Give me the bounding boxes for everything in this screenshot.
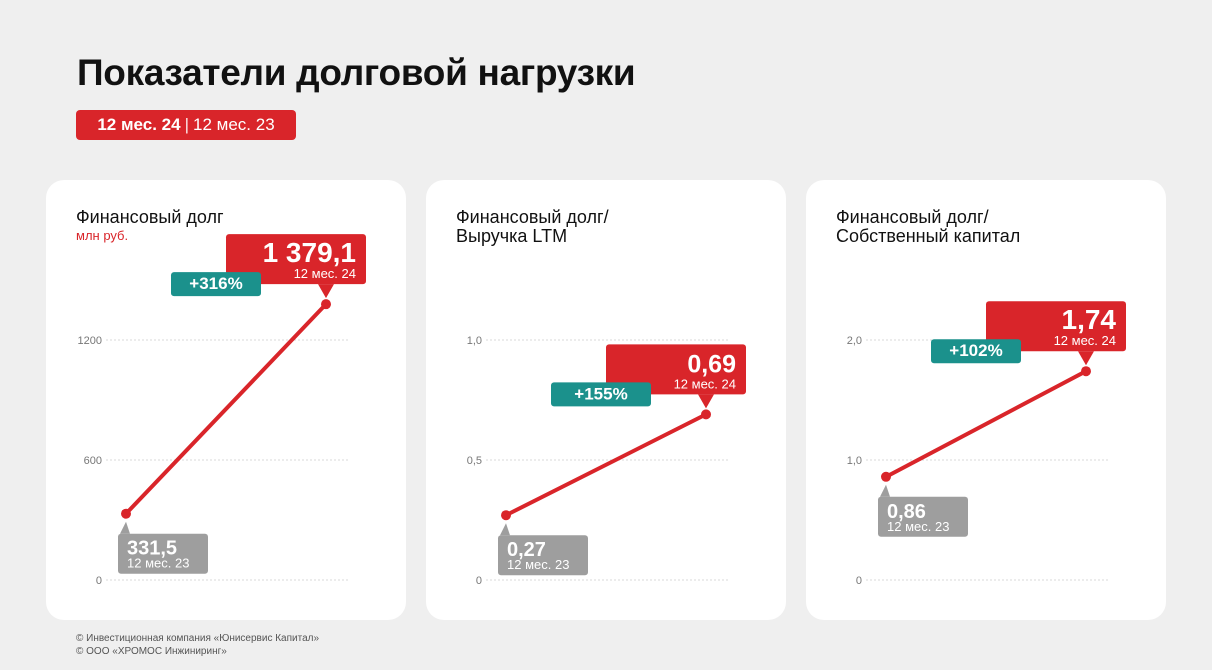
card-unit: млн руб.: [76, 228, 129, 243]
callout-pointer: [1078, 351, 1094, 366]
previous-value-box: [498, 535, 588, 576]
y-tick-label: 1200: [78, 335, 102, 347]
growth-badge: [551, 382, 651, 407]
previous-value-box: [118, 533, 208, 574]
card-title: Финансовый долг: [76, 208, 224, 227]
chart-card-debt-revenue: Финансовый долг/ Выручка LTM 0 0,5 1,0 0,27…: [426, 180, 786, 620]
y-tick-label: 1,0: [847, 455, 862, 467]
chart-debt: 0 600 1200 331,512 мес. 23 1 379,112 мес. 24…: [78, 234, 366, 587]
y-tick-label: 0: [476, 575, 482, 587]
card-title-line: Собственный капитал: [836, 226, 1021, 246]
callout-pointer: [880, 484, 890, 497]
card-title-line: Финансовый долг/: [836, 207, 989, 227]
footer-line: © ООО «ХРОМОС Инжиниринг»: [76, 646, 227, 657]
data-point-previous: [121, 508, 131, 519]
page-title: Показатели долговой нагрузки: [77, 52, 636, 93]
callout-pointer: [318, 284, 334, 299]
data-point-current: [321, 299, 331, 310]
current-value-box: [226, 234, 366, 285]
growth-label: +102%: [949, 341, 1002, 360]
card-title: Финансовый долг/ Выручка LTM: [456, 208, 609, 246]
callout-pointer: [500, 523, 510, 536]
footer-line: © Инвестиционная компания «Юнисервис Кап…: [76, 633, 320, 644]
period-previous: 12 мес. 23: [193, 115, 275, 134]
data-point-current: [1081, 366, 1091, 377]
chart-card-debt-equity: Финансовый долг/ Собственный капитал 0 1,…: [806, 180, 1166, 620]
series-line: [504, 412, 708, 518]
previous-period-label: 12 мес. 23: [127, 556, 189, 571]
y-tick-label: 600: [84, 455, 102, 467]
y-tick-label: 2,0: [847, 335, 862, 347]
series-line: [884, 369, 1088, 479]
card-title-line: Финансовый долг/: [456, 207, 609, 227]
card-title-line: Выручка LTM: [456, 226, 568, 246]
period-separator: |: [184, 115, 190, 134]
current-value-box: [986, 301, 1126, 352]
growth-badge: [931, 339, 1021, 364]
current-period-label: 12 мес. 24: [674, 376, 736, 391]
current-value-label: 1 379,1: [263, 237, 356, 268]
previous-value-box: [878, 496, 968, 537]
period-current: 12 мес. 24: [97, 115, 181, 134]
data-point-previous: [881, 471, 891, 482]
series-line: [124, 302, 328, 516]
current-period-label: 12 мес. 24: [294, 266, 356, 281]
growth-badge: [171, 272, 261, 297]
current-value-box: [606, 344, 746, 395]
period-badge: 12 мес. 24 | 12 мес. 23: [76, 110, 296, 140]
y-tick-label: 0: [96, 575, 102, 587]
previous-value-label: 0,27: [507, 539, 546, 561]
callout-pointer: [120, 521, 130, 534]
previous-value-label: 331,5: [127, 538, 177, 560]
current-period-label: 12 мес. 24: [1054, 333, 1116, 348]
current-value-label: 1,74: [1062, 304, 1117, 335]
previous-value-label: 0,86: [887, 501, 926, 523]
callout-pointer: [698, 394, 714, 409]
chart-card-debt: Финансовый долг млн руб. 0 600 1200 331,5 12…: [46, 180, 406, 620]
y-tick-label: 0,5: [467, 455, 482, 467]
card-title-line: Финансовый долг: [76, 207, 224, 227]
data-point-previous: [501, 510, 511, 521]
footer: © Инвестиционная компания «Юнисервис Кап…: [76, 632, 319, 658]
previous-period-label: 12 мес. 23: [887, 519, 949, 534]
previous-period-label: 12 мес. 23: [507, 557, 569, 572]
y-tick-label: 0: [856, 575, 862, 587]
growth-label: +155%: [574, 384, 627, 403]
growth-label: +316%: [189, 274, 242, 293]
y-tick-label: 1,0: [467, 335, 482, 347]
card-title: Финансовый долг/ Собственный капитал: [836, 208, 1020, 246]
current-value-label: 0,69: [687, 350, 736, 378]
data-point-current: [701, 409, 711, 420]
